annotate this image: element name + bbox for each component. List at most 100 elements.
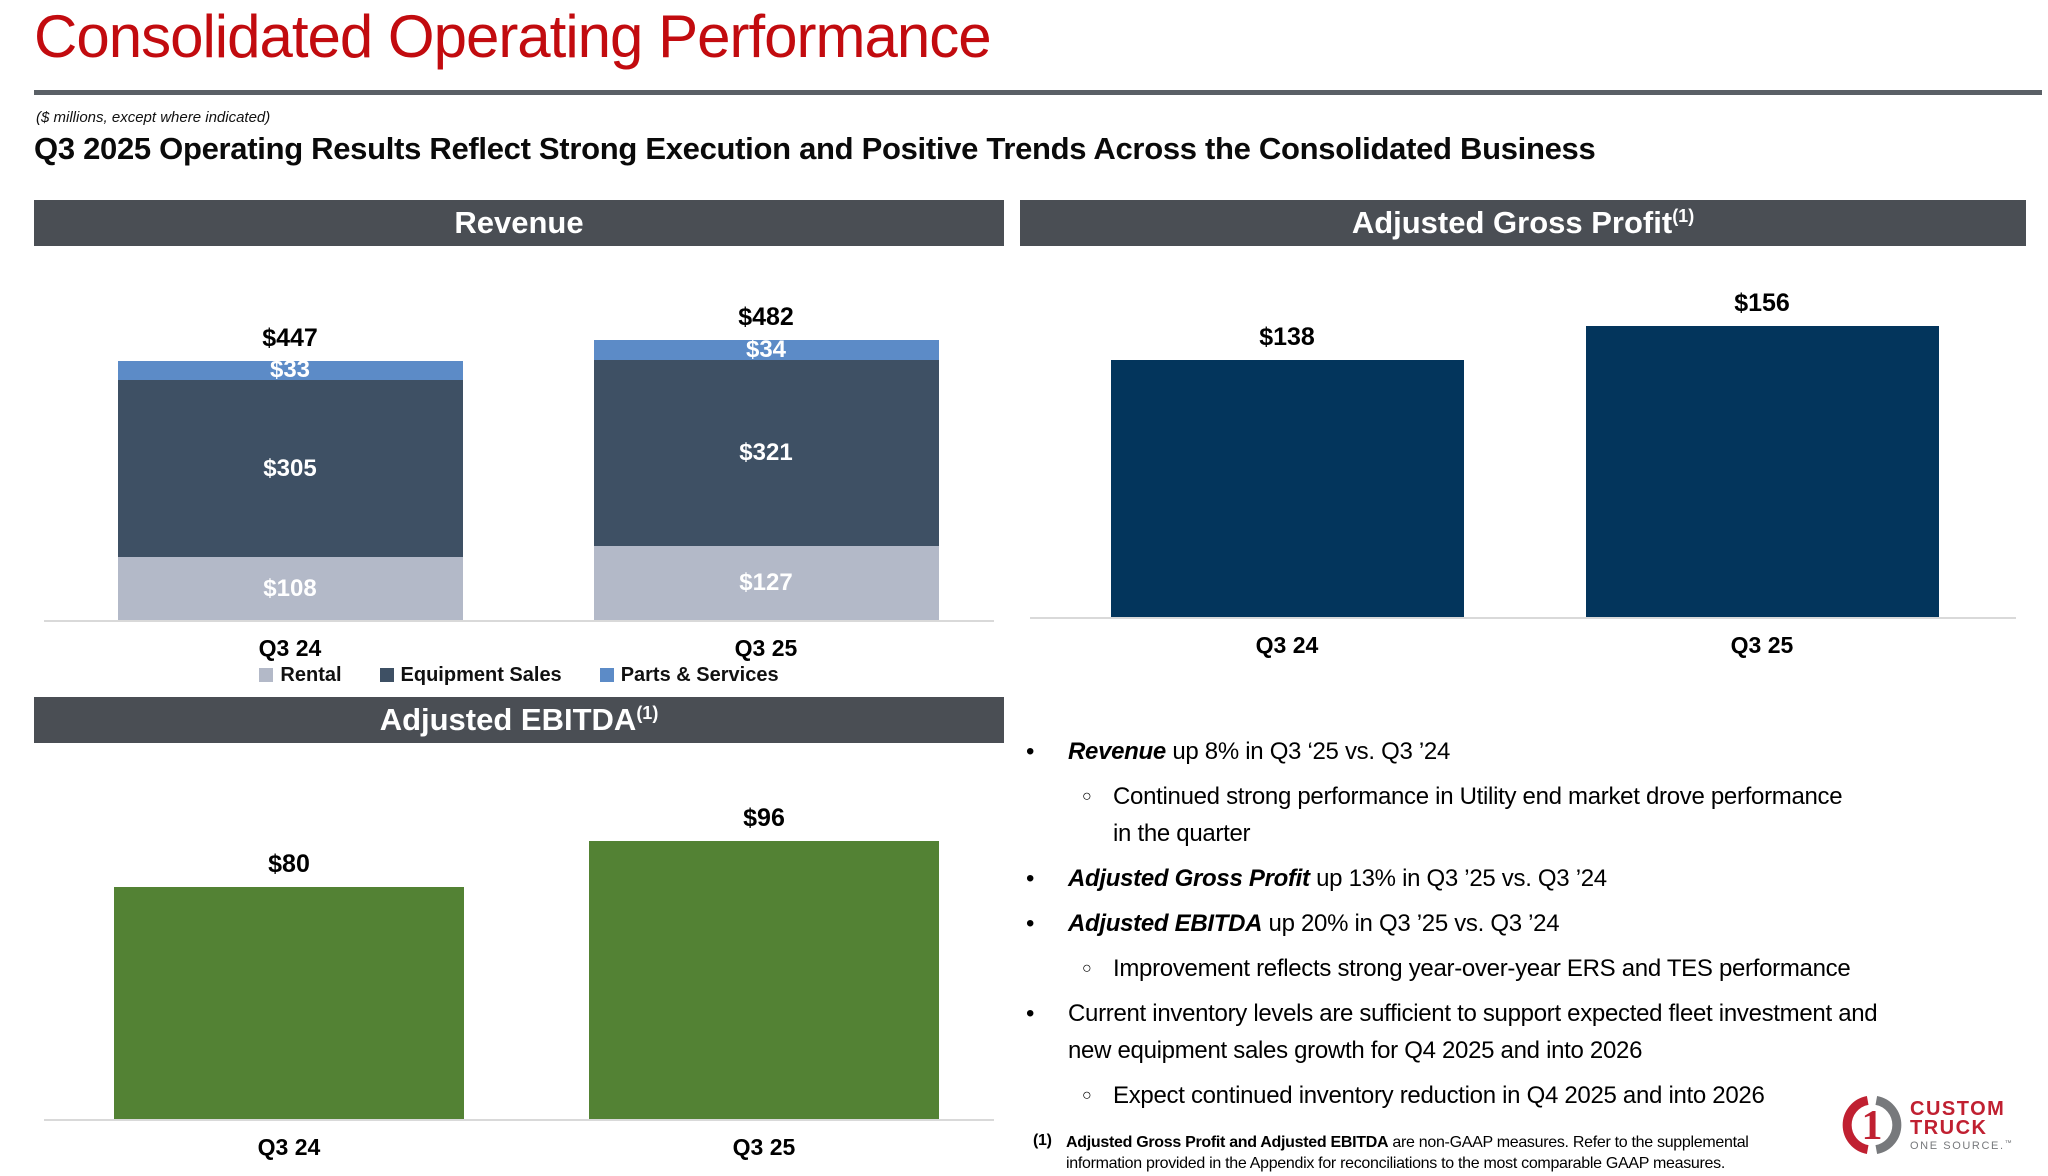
revenue-bar-segment: $127 xyxy=(593,546,939,620)
bullet-item: • Adjusted EBITDA up 20% in Q3 ’25 vs. Q3… xyxy=(1026,905,2044,942)
revenue-segment-value-label: $321 xyxy=(739,438,793,466)
revenue-legend: Rental Equipment Sales Parts & Services xyxy=(34,662,1004,688)
adjusted-ebitda-category-label: Q3 24 xyxy=(257,1134,321,1160)
bullet-line-text: up 13% in Q3 ’25 vs. Q3 ’24 xyxy=(1309,865,1607,892)
bullet-line: Revenue up 8% in Q3 ‘25 vs. Q3 ’24 xyxy=(1068,733,2044,770)
revenue-segment-value-label: $127 xyxy=(739,569,793,597)
revenue-panel-header: Revenue xyxy=(34,200,1004,246)
adjusted-gross-profit-value-label: $156 xyxy=(1734,289,1790,318)
company-logo: 1 CUSTOM TRUCK ONE SOURCE.™ xyxy=(1841,1092,2013,1156)
page-title: Consolidated Operating Performance xyxy=(34,3,992,70)
revenue-bar-segment: $108 xyxy=(117,557,463,620)
legend-item: Rental xyxy=(259,664,342,687)
subtitle: Q3 2025 Operating Results Reflect Strong… xyxy=(34,131,1596,166)
footnote-marker: (1) xyxy=(1033,1132,1052,1149)
legend-label: Equipment Sales xyxy=(400,663,562,686)
bullet-lead: Adjusted Gross Profit xyxy=(1068,865,1310,892)
bullet-line: Current inventory levels are sufficient … xyxy=(1068,995,2044,1032)
bullet-line-text: up 20% in Q3 ’25 vs. Q3 ’24 xyxy=(1262,910,1560,937)
legend-item: Equipment Sales xyxy=(379,663,562,687)
bullet-line: Adjusted Gross Profit up 13% in Q3 ’25 v… xyxy=(1068,860,2044,897)
adjusted-gross-profit-panel-header: Adjusted Gross Profit (1) xyxy=(1020,200,2026,246)
legend-label: Parts & Services xyxy=(620,663,779,686)
revenue-category-label: Q3 25 xyxy=(734,635,798,661)
bullet-marker: ○ xyxy=(1082,960,1092,977)
adjusted-ebitda-value-label: $96 xyxy=(743,803,785,832)
revenue-bar-segment: $305 xyxy=(117,380,463,558)
bullet-text: Adjusted Gross Profit up 13% in Q3 ’25 v… xyxy=(1068,860,2044,897)
logo-text: CUSTOM TRUCK ONE SOURCE.™ xyxy=(1910,1092,2013,1152)
footnote: (1) Adjusted Gross Profit and Adjusted E… xyxy=(1033,1132,1749,1174)
revenue-title: Revenue xyxy=(454,205,584,240)
bullet-line-text: Continued strong performance in Utility … xyxy=(1113,783,1843,810)
adjusted-gross-profit-value-label: $138 xyxy=(1259,322,1315,351)
revenue-axis-line xyxy=(44,620,994,622)
adjusted-ebitda-axis-line xyxy=(44,1119,994,1121)
adjusted-gross-profit-bar-segment xyxy=(1585,326,1939,617)
adjusted-gross-profit-axis-line xyxy=(1030,617,2016,619)
bullet-line: in the quarter xyxy=(1113,815,2044,852)
logo-name-line1: CUSTOM xyxy=(1910,1098,2006,1120)
title-divider xyxy=(34,90,2042,95)
adjusted-ebitda-value-label: $80 xyxy=(268,850,310,878)
adjusted-gross-profit-category-label: Q3 24 xyxy=(1255,632,1319,658)
bullet-text: Continued strong performance in Utility … xyxy=(1113,778,2044,852)
adjusted-ebitda-title: Adjusted EBITDA xyxy=(379,702,637,737)
bullet-text: Expect continued inventory reduction in … xyxy=(1113,1077,2044,1114)
footnote-bold-lead: Adjusted Gross Profit and Adjusted EBITD… xyxy=(1066,1134,1389,1151)
bullet-lead: Adjusted EBITDA xyxy=(1068,910,1263,937)
bullet-text: Revenue up 8% in Q3 ‘25 vs. Q3 ’24 xyxy=(1068,733,2044,770)
revenue-bar-segment: $34 xyxy=(593,335,939,363)
bullet-item: ○ Expect continued inventory reduction in… xyxy=(1026,1077,2044,1114)
legend-swatch xyxy=(599,668,614,682)
adjusted-ebitda-bar-segment xyxy=(114,887,464,1119)
bullet-line: new equipment sales growth for Q4 2025 a… xyxy=(1068,1032,2044,1069)
revenue-bar-segment: $33 xyxy=(117,356,463,384)
bullet-marker: ○ xyxy=(1082,788,1092,805)
adjusted-ebitda-panel-header: Adjusted EBITDA (1) xyxy=(34,697,1004,743)
legend-swatch xyxy=(379,668,394,682)
bullet-line-text: Improvement reflects strong year-over-ye… xyxy=(1113,955,1851,982)
bullet-line: Expect continued inventory reduction in … xyxy=(1113,1077,2044,1114)
bullet-text: Improvement reflects strong year-over-ye… xyxy=(1113,950,2044,987)
bullet-item: ○ Improvement reflects strong year-over-y… xyxy=(1026,950,2044,987)
adjusted-gross-profit-bar-segment xyxy=(1110,359,1464,617)
bullet-item: • Current inventory levels are sufficient… xyxy=(1026,995,2044,1069)
footnote-text: Adjusted Gross Profit and Adjusted EBITD… xyxy=(1066,1132,1749,1174)
legend-item: Parts & Services xyxy=(599,663,779,687)
revenue-category-label: Q3 24 xyxy=(258,635,322,661)
bullet-line-text: up 8% in Q3 ‘25 vs. Q3 ’24 xyxy=(1165,738,1451,765)
revenue-value-label: $482 xyxy=(738,302,794,331)
bullet-line: Continued strong performance in Utility … xyxy=(1113,778,2044,815)
revenue-value-label: $447 xyxy=(262,323,318,352)
adjusted-gross-profit-category-label: Q3 25 xyxy=(1730,632,1794,658)
footnote-rest: are non-GAAP measures. Refer to the supp… xyxy=(1388,1134,1749,1151)
revenue-segment-value-label: $33 xyxy=(269,356,311,384)
bullet-line-text: in the quarter xyxy=(1113,820,1251,847)
revenue-bar-segment: $321 xyxy=(593,359,939,547)
bullet-item: • Adjusted Gross Profit up 13% in Q3 ’25 … xyxy=(1026,860,2044,897)
bullet-line-text: Expect continued inventory reduction in … xyxy=(1113,1082,1765,1109)
bullet-line-text: new equipment sales growth for Q4 2025 a… xyxy=(1068,1037,1643,1064)
bullet-marker: • xyxy=(1026,1000,1035,1027)
revenue-segment-value-label: $305 xyxy=(263,454,317,482)
revenue-segment-value-label: $34 xyxy=(745,335,787,363)
trademark-symbol: ™ xyxy=(2004,1140,2014,1147)
bullet-line-text: Current inventory levels are sufficient … xyxy=(1068,1000,1878,1027)
highlights-list: • Revenue up 8% in Q3 ‘25 vs. Q3 ’24 ○ Cont… xyxy=(1026,733,2044,1122)
footnote-line-2: information provided in the Appendix for… xyxy=(1066,1155,1725,1172)
legend-swatch xyxy=(259,668,274,682)
bullet-marker: • xyxy=(1026,865,1035,892)
bullet-marker: • xyxy=(1026,910,1035,937)
bullet-line: Improvement reflects strong year-over-ye… xyxy=(1113,950,2044,987)
bullet-item: • Revenue up 8% in Q3 ‘25 vs. Q3 ’24 xyxy=(1026,733,2044,770)
units-note: ($ millions, except where indicated) xyxy=(36,109,271,126)
adjusted-gross-profit-title: Adjusted Gross Profit xyxy=(1351,205,1673,240)
bullet-line: Adjusted EBITDA up 20% in Q3 ’25 vs. Q3 … xyxy=(1068,905,2044,942)
bullet-marker: • xyxy=(1026,738,1035,765)
bullet-marker: ○ xyxy=(1082,1087,1092,1104)
bullet-lead: Revenue xyxy=(1068,738,1166,765)
adjusted-ebitda-category-label: Q3 25 xyxy=(732,1134,796,1160)
bullet-item: ○ Continued strong performance in Utility… xyxy=(1026,778,2044,852)
